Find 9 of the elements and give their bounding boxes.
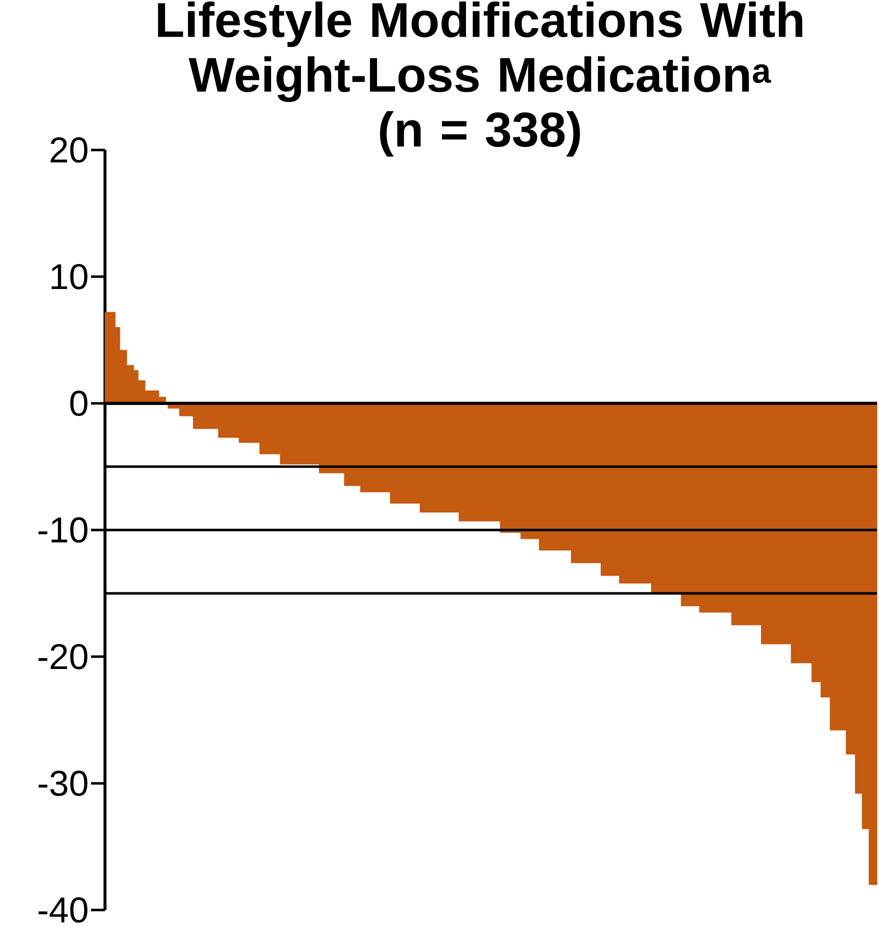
- chart-title: Lifestyle Modifications With Weight-Loss Medication$^{a}$: [158, 2, 802, 102]
- y-tick-label: 0: [70, 390, 88, 416]
- y-tick-label: 20: [50, 137, 88, 163]
- y-tick-label: -30: [38, 770, 88, 796]
- y-tick-label: -10: [38, 517, 88, 543]
- y-tick-label: 10: [52, 264, 88, 290]
- y-tick-label: -40: [38, 897, 88, 923]
- y-tick-label: -20: [38, 644, 88, 670]
- chart-subtitle: (n = 338): [380, 111, 580, 157]
